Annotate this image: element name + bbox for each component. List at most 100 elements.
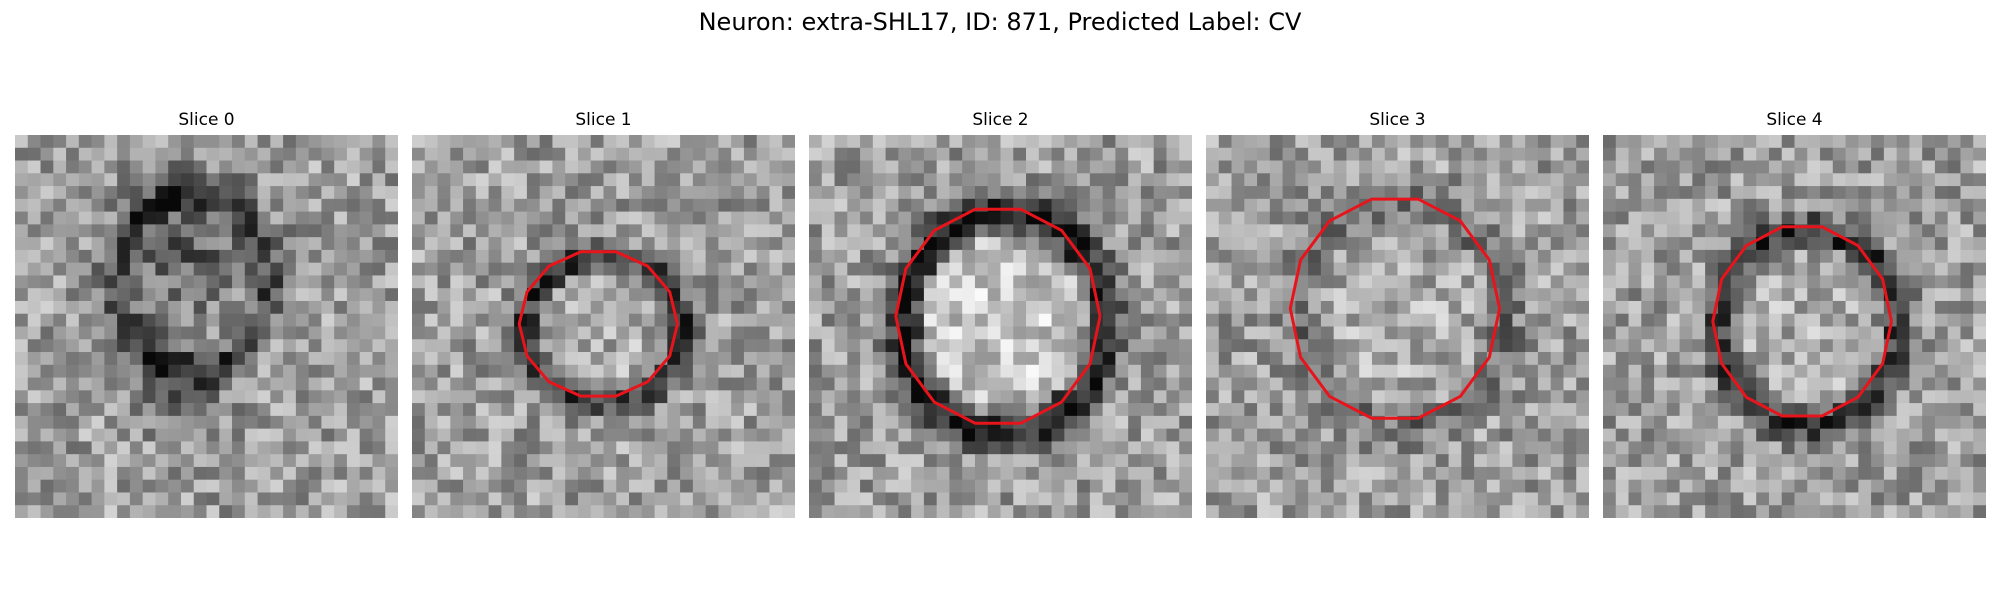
pixel [1807, 262, 1821, 277]
pixel [654, 454, 668, 468]
pixel [40, 211, 54, 225]
pixel [514, 454, 528, 468]
pixel [1346, 186, 1360, 200]
pixel [78, 428, 93, 442]
pixel [718, 454, 732, 468]
pixel [1435, 237, 1450, 251]
pixel [66, 479, 80, 494]
pixel [1128, 237, 1142, 251]
pixel [705, 466, 719, 481]
pixel [1947, 403, 1962, 417]
pixel [1794, 454, 1808, 468]
pixel [1947, 173, 1962, 187]
pixel [1013, 160, 1027, 174]
pixel [1064, 403, 1078, 417]
pixel [1871, 479, 1885, 494]
pixel [1973, 339, 1986, 353]
pixel [782, 390, 795, 404]
pixel [1244, 339, 1258, 353]
pixel [1883, 390, 1898, 404]
pixel [834, 211, 848, 225]
pixel [1628, 313, 1642, 328]
pixel [1269, 186, 1284, 200]
pixel [1537, 479, 1552, 494]
pixel [78, 466, 93, 481]
pixel [1896, 479, 1910, 494]
pixel [437, 237, 451, 251]
pixel [847, 326, 861, 340]
pixel [321, 352, 335, 366]
pixel [66, 492, 80, 506]
pixel [1883, 364, 1898, 379]
pixel [1576, 237, 1589, 251]
pixel [1051, 147, 1065, 162]
pixel [577, 275, 592, 289]
pixel [334, 186, 348, 200]
pixel [1550, 275, 1565, 289]
pixel [847, 275, 861, 289]
pixel [193, 415, 208, 430]
pixel [629, 479, 643, 494]
pixel [1832, 300, 1847, 315]
pixel [1654, 224, 1668, 238]
pixel [1244, 237, 1258, 251]
pixel [475, 390, 490, 404]
pixel [1038, 415, 1053, 430]
pixel [1909, 288, 1923, 302]
pixel [552, 492, 566, 506]
pixel [1013, 364, 1027, 379]
pixel [1282, 186, 1296, 200]
pixel [117, 249, 131, 264]
pixel [155, 454, 169, 468]
pixel [1730, 428, 1745, 442]
pixel [475, 377, 490, 391]
pixel [180, 466, 195, 481]
pixel [450, 326, 464, 340]
pixel [769, 505, 783, 518]
pixel [667, 466, 681, 481]
pixel [1128, 135, 1142, 149]
pixel [692, 198, 707, 213]
pixel [1295, 364, 1309, 379]
pixel [834, 326, 848, 340]
pixel [142, 313, 157, 328]
pixel [1781, 441, 1796, 455]
pixel [1346, 275, 1360, 289]
pixel [809, 466, 823, 481]
pixel [1654, 466, 1668, 481]
pixel [1679, 173, 1693, 187]
pixel [372, 352, 386, 366]
pixel [1563, 249, 1577, 264]
pixel [437, 211, 451, 225]
pixel [1628, 262, 1642, 277]
pixel [847, 237, 861, 251]
pixel [104, 454, 118, 468]
pixel [769, 237, 783, 251]
pixel [1563, 377, 1577, 391]
pixel [1333, 505, 1348, 518]
pixel [1730, 211, 1745, 225]
pixel [1102, 415, 1116, 430]
pixel [1115, 492, 1129, 506]
pixel [450, 198, 464, 213]
pixel [463, 403, 477, 417]
pixel [53, 198, 67, 213]
pixel [450, 211, 464, 225]
pixel [949, 224, 963, 238]
pixel [1295, 313, 1309, 328]
pixel [1512, 249, 1526, 264]
pixel [565, 288, 579, 302]
pixel [1026, 466, 1040, 481]
pixel [168, 377, 182, 391]
pixel [1717, 288, 1732, 302]
pixel [1756, 466, 1770, 481]
pixel [1641, 441, 1655, 455]
pixel [1743, 300, 1757, 315]
pixel [514, 505, 528, 518]
pixel [1051, 364, 1065, 379]
pixel [1308, 441, 1322, 455]
pixel [911, 160, 925, 174]
pixel [450, 390, 464, 404]
pixel [1794, 147, 1808, 162]
pixel [743, 186, 758, 200]
